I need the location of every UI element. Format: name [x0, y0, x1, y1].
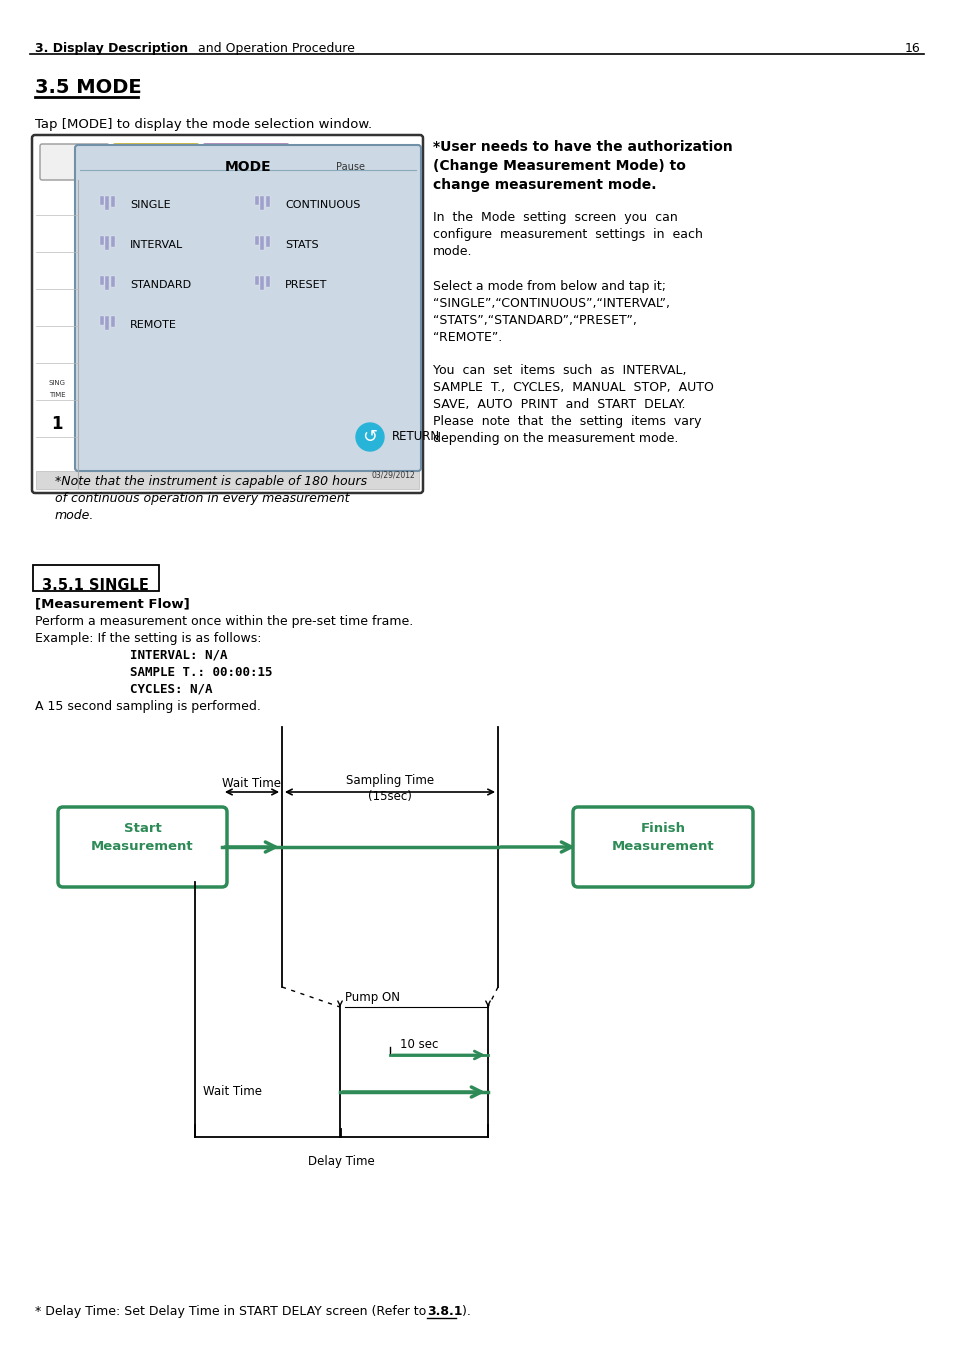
Bar	[36, 471, 418, 489]
Text: (Change Measurement Mode) to: (Change Measurement Mode) to	[433, 159, 685, 173]
Text: [Measurement Flow]: [Measurement Flow]	[35, 597, 190, 610]
FancyBboxPatch shape	[32, 135, 422, 493]
FancyBboxPatch shape	[306, 146, 397, 180]
Bar	[260, 196, 264, 211]
Text: Start
Measurement: Start Measurement	[91, 822, 193, 852]
Bar	[254, 236, 258, 244]
Bar	[111, 196, 115, 207]
Text: STANDARD: STANDARD	[130, 279, 191, 290]
Text: TIME: TIME	[49, 392, 65, 398]
Text: INTERVAL: N/A: INTERVAL: N/A	[130, 649, 227, 662]
Text: 3.5.1 SINGLE: 3.5.1 SINGLE	[42, 578, 149, 593]
Bar	[105, 196, 109, 211]
Text: Tap [MODE] to display the mode selection window.: Tap [MODE] to display the mode selection…	[35, 117, 372, 131]
FancyBboxPatch shape	[112, 144, 199, 180]
FancyBboxPatch shape	[573, 807, 752, 887]
Bar	[111, 236, 115, 247]
Text: PRESET: PRESET	[285, 279, 327, 290]
Bar	[100, 196, 104, 205]
Text: Sampling Time
(15sec): Sampling Time (15sec)	[346, 774, 434, 803]
Text: CYCLES: N/A: CYCLES: N/A	[130, 683, 213, 697]
Bar	[100, 275, 104, 285]
Text: You  can  set  items  such  as  INTERVAL,: You can set items such as INTERVAL,	[433, 364, 686, 377]
Text: change measurement mode.: change measurement mode.	[433, 178, 656, 192]
Text: A 15 second sampling is performed.: A 15 second sampling is performed.	[35, 701, 260, 713]
FancyBboxPatch shape	[203, 144, 289, 180]
Text: SAMPLE T.: 00:00:15: SAMPLE T.: 00:00:15	[130, 666, 273, 679]
Text: mode.: mode.	[433, 244, 472, 258]
Bar	[111, 316, 115, 327]
Text: 3.5 MODE: 3.5 MODE	[35, 78, 141, 97]
Text: SING: SING	[49, 379, 66, 386]
Text: Wait Time: Wait Time	[203, 1085, 262, 1098]
Text: SAVE,  AUTO  PRINT  and  START  DELAY.: SAVE, AUTO PRINT and START DELAY.	[433, 398, 685, 410]
Text: Pause: Pause	[336, 162, 365, 171]
Text: INTERVAL: INTERVAL	[130, 240, 183, 250]
Text: 03/29/2012: 03/29/2012	[371, 470, 415, 479]
Text: MODE: MODE	[225, 161, 271, 174]
Text: RETURN: RETURN	[392, 431, 439, 444]
Text: 16: 16	[903, 42, 919, 55]
Text: *Note that the instrument is capable of 180 hours: *Note that the instrument is capable of …	[55, 475, 367, 487]
Text: Pump ON: Pump ON	[345, 991, 399, 1004]
Bar	[100, 316, 104, 325]
FancyBboxPatch shape	[40, 144, 109, 180]
Bar	[111, 275, 115, 288]
Text: 1: 1	[51, 414, 63, 433]
Text: Perform a measurement once within the pre-set time frame.: Perform a measurement once within the pr…	[35, 616, 413, 628]
Text: REMOTE: REMOTE	[130, 320, 176, 329]
Text: SINGLE: SINGLE	[130, 200, 171, 211]
Text: SAMPLE  T.,  CYCLES,  MANUAL  STOP,  AUTO: SAMPLE T., CYCLES, MANUAL STOP, AUTO	[433, 381, 713, 394]
Text: ↺: ↺	[362, 428, 377, 446]
Text: mode.: mode.	[55, 509, 94, 522]
Text: *User needs to have the authorization: *User needs to have the authorization	[433, 140, 732, 154]
Text: of continuous operation in every measurement: of continuous operation in every measure…	[55, 491, 349, 505]
Bar	[266, 275, 270, 288]
Bar	[254, 275, 258, 285]
Bar	[260, 236, 264, 250]
Bar	[254, 196, 258, 205]
Text: STATS: STATS	[285, 240, 318, 250]
Bar	[266, 196, 270, 207]
Text: Select a mode from below and tap it;: Select a mode from below and tap it;	[433, 279, 665, 293]
Bar	[105, 275, 109, 290]
Text: Delay Time: Delay Time	[308, 1156, 375, 1168]
Text: Wait Time: Wait Time	[222, 778, 281, 790]
Text: “SINGLE”,“CONTINUOUS”,“INTERVAL”,: “SINGLE”,“CONTINUOUS”,“INTERVAL”,	[433, 297, 669, 310]
Text: and Operation Procedure: and Operation Procedure	[193, 42, 355, 55]
Text: Example: If the setting is as follows:: Example: If the setting is as follows:	[35, 632, 261, 645]
Bar	[105, 236, 109, 250]
Bar	[266, 236, 270, 247]
Text: CONTINUOUS: CONTINUOUS	[285, 200, 360, 211]
Bar	[100, 236, 104, 244]
Text: “STATS”,“STANDARD”,“PRESET”,: “STATS”,“STANDARD”,“PRESET”,	[433, 315, 637, 327]
FancyBboxPatch shape	[75, 144, 420, 471]
Text: * Delay Time: Set Delay Time in START DELAY screen (Refer to: * Delay Time: Set Delay Time in START DE…	[35, 1305, 430, 1318]
Text: 10 sec: 10 sec	[399, 1038, 437, 1052]
FancyBboxPatch shape	[58, 807, 227, 887]
Text: “REMOTE”.: “REMOTE”.	[433, 331, 501, 344]
FancyBboxPatch shape	[33, 566, 159, 591]
Text: depending on the measurement mode.: depending on the measurement mode.	[433, 432, 678, 446]
Text: Please  note  that  the  setting  items  vary: Please note that the setting items vary	[433, 414, 700, 428]
Bar	[260, 275, 264, 290]
Text: configure  measurement  settings  in  each: configure measurement settings in each	[433, 228, 702, 242]
Text: In  the  Mode  setting  screen  you  can: In the Mode setting screen you can	[433, 211, 677, 224]
Bar	[105, 316, 109, 329]
Text: Finish
Measurement: Finish Measurement	[611, 822, 714, 852]
Circle shape	[355, 423, 384, 451]
Text: 3. Display Description: 3. Display Description	[35, 42, 188, 55]
Text: ).: ).	[457, 1305, 471, 1318]
Text: 3.8.1: 3.8.1	[427, 1305, 462, 1318]
